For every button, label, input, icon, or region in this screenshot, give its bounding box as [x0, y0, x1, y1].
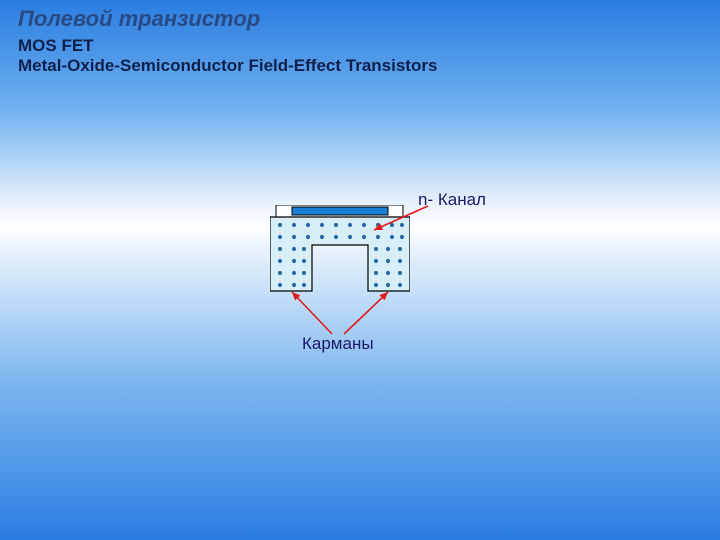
subtitle-line-1: MOS FET	[18, 36, 94, 56]
subtitle-line-2: Metal-Oxide-Semiconductor Field-Effect T…	[18, 56, 437, 76]
mosfet-diagram	[270, 205, 410, 335]
channel-label: n- Канал	[418, 190, 486, 210]
pockets-label: Карманы	[302, 334, 374, 354]
slide-title: Полевой транзистор	[18, 6, 260, 32]
